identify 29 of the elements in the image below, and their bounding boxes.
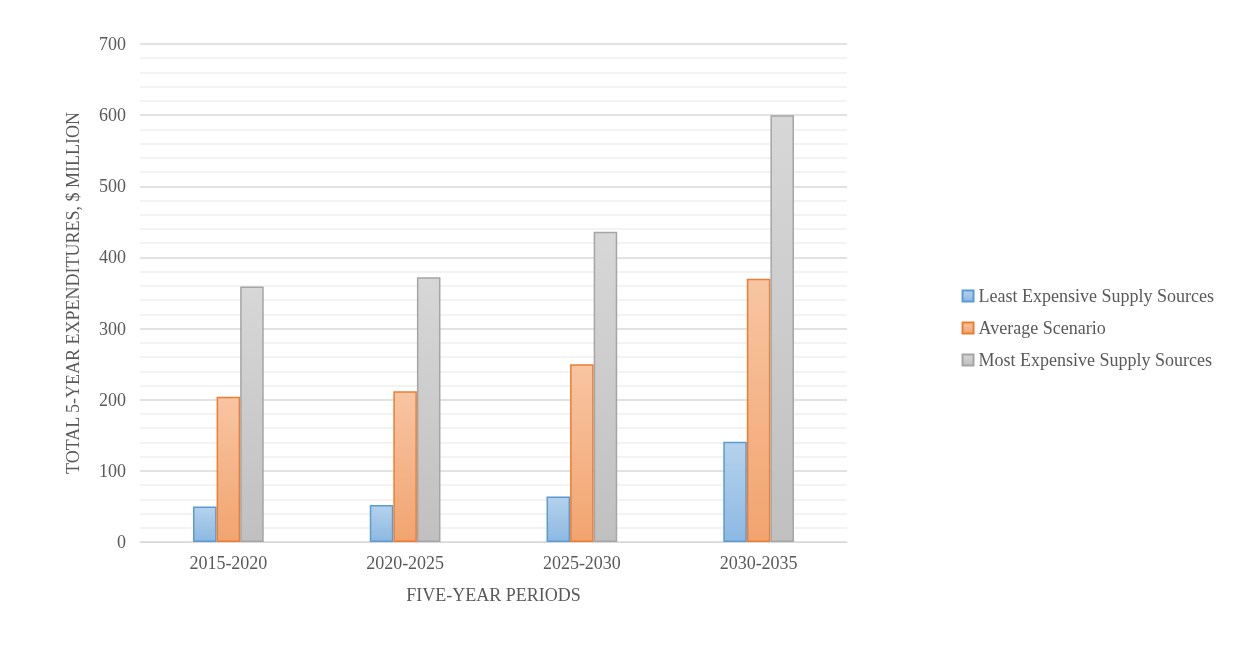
x-tick-label: 2030-2035 (719, 553, 798, 573)
x-tick-label: 2015-2020 (189, 553, 268, 573)
bar (746, 278, 771, 542)
bar (770, 115, 794, 542)
y-tick-label: 600 (99, 105, 126, 126)
bar (593, 231, 618, 542)
legend-label: Least Expensive Supply Sources (978, 286, 1215, 306)
bar (723, 441, 747, 542)
bar (193, 506, 217, 542)
bar (369, 505, 394, 542)
y-tick-label: 500 (99, 176, 126, 197)
bar (416, 277, 441, 542)
y-axis-title: TOTAL 5-YEAR EXPENDITURES, $ MILLION (63, 111, 83, 475)
y-tick-label: 200 (99, 389, 126, 410)
x-tick-label: 2025-2030 (542, 553, 621, 573)
bar (570, 364, 594, 542)
x-axis-title: FIVE-YEAR PERIODS (406, 585, 581, 605)
y-tick-label: 0 (117, 532, 126, 552)
y-tick-label: 700 (99, 34, 126, 54)
bar (216, 396, 241, 542)
legend-label: Most Expensive Supply Sources (978, 350, 1213, 370)
y-tick-label: 400 (99, 247, 126, 268)
y-tick-label: 100 (99, 460, 126, 481)
bar (240, 286, 264, 542)
bar (393, 391, 417, 542)
legend-label: Average Scenario (978, 318, 1106, 338)
y-tick-label: 300 (99, 318, 126, 339)
x-tick-label: 2020-2025 (366, 553, 445, 573)
bar (546, 496, 571, 542)
